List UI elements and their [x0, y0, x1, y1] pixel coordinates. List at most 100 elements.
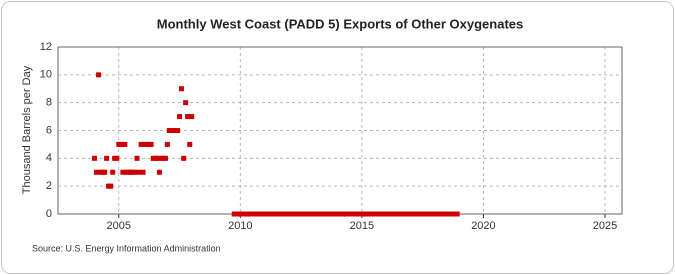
- point: [345, 211, 351, 217]
- point: [122, 141, 128, 147]
- point: [187, 141, 193, 147]
- point: [183, 100, 189, 106]
- point: [189, 114, 195, 120]
- y-tick-label: 6: [46, 124, 52, 136]
- y-axis-label: Thousand Barrels per Day: [21, 65, 33, 194]
- point: [389, 211, 395, 217]
- point: [353, 211, 359, 217]
- point: [136, 169, 142, 175]
- point: [328, 211, 334, 217]
- chart-title: Monthly West Coast (PADD 5) Exports of O…: [157, 16, 523, 31]
- x-tick-label: 2005: [107, 220, 131, 232]
- point: [333, 211, 339, 217]
- point: [438, 211, 444, 217]
- x-tick-label: 2025: [593, 220, 617, 232]
- point: [434, 211, 440, 217]
- point: [96, 72, 102, 78]
- point: [178, 86, 184, 92]
- source-note: Source: U.S. Energy Information Administ…: [32, 243, 221, 253]
- point: [272, 211, 278, 217]
- point: [256, 211, 262, 217]
- point: [185, 114, 191, 120]
- point: [132, 169, 138, 175]
- point: [235, 211, 241, 217]
- point: [134, 155, 140, 161]
- point: [268, 211, 274, 217]
- point: [243, 211, 249, 217]
- point: [316, 211, 322, 217]
- point: [120, 169, 126, 175]
- point: [102, 169, 108, 175]
- point: [239, 211, 245, 217]
- point: [308, 211, 314, 217]
- x-tick-label: 2010: [228, 220, 252, 232]
- point: [377, 211, 383, 217]
- point: [177, 114, 183, 120]
- y-tick-label: 8: [46, 97, 52, 109]
- point: [324, 211, 330, 217]
- y-tick-label: 12: [40, 41, 52, 53]
- point: [288, 211, 294, 217]
- point: [401, 211, 407, 217]
- point: [148, 141, 154, 147]
- point: [341, 211, 347, 217]
- point: [418, 211, 424, 217]
- point: [300, 211, 306, 217]
- point: [422, 211, 428, 217]
- point: [118, 141, 124, 147]
- point: [292, 211, 298, 217]
- point: [280, 211, 286, 217]
- point: [175, 128, 181, 133]
- point: [349, 211, 355, 217]
- point: [369, 211, 375, 217]
- y-tick-label: 0: [46, 208, 52, 220]
- point: [393, 211, 399, 217]
- point: [406, 211, 412, 217]
- point: [357, 211, 363, 217]
- point: [108, 183, 114, 189]
- point: [110, 169, 116, 175]
- point: [385, 211, 391, 217]
- point: [93, 169, 99, 175]
- point: [414, 211, 420, 217]
- point: [181, 155, 187, 161]
- point: [162, 155, 168, 161]
- point: [442, 211, 448, 217]
- x-tick-label: 2020: [471, 220, 495, 232]
- point: [454, 211, 460, 217]
- point: [264, 211, 270, 217]
- point: [156, 169, 162, 175]
- point: [373, 211, 379, 217]
- point: [251, 211, 257, 217]
- x-tick-label: 2015: [350, 220, 374, 232]
- y-tick-label: 10: [40, 69, 52, 81]
- point: [361, 211, 367, 217]
- point: [409, 211, 415, 217]
- point: [446, 211, 452, 217]
- point: [248, 211, 254, 217]
- point: [91, 155, 97, 161]
- y-tick-label: 2: [46, 180, 52, 192]
- point: [140, 169, 146, 175]
- point: [164, 141, 170, 147]
- point: [320, 211, 326, 217]
- y-tick-label: 4: [46, 152, 52, 164]
- point: [450, 211, 456, 217]
- point: [276, 211, 282, 217]
- point: [260, 211, 266, 217]
- point: [430, 211, 436, 217]
- point: [104, 155, 110, 161]
- point: [138, 141, 144, 147]
- point: [426, 211, 432, 217]
- point: [337, 211, 343, 217]
- point: [284, 211, 290, 217]
- point: [296, 211, 302, 217]
- point: [114, 155, 120, 161]
- point: [231, 211, 237, 217]
- point: [312, 211, 318, 217]
- point: [381, 211, 387, 217]
- point: [304, 211, 310, 217]
- point: [154, 155, 160, 161]
